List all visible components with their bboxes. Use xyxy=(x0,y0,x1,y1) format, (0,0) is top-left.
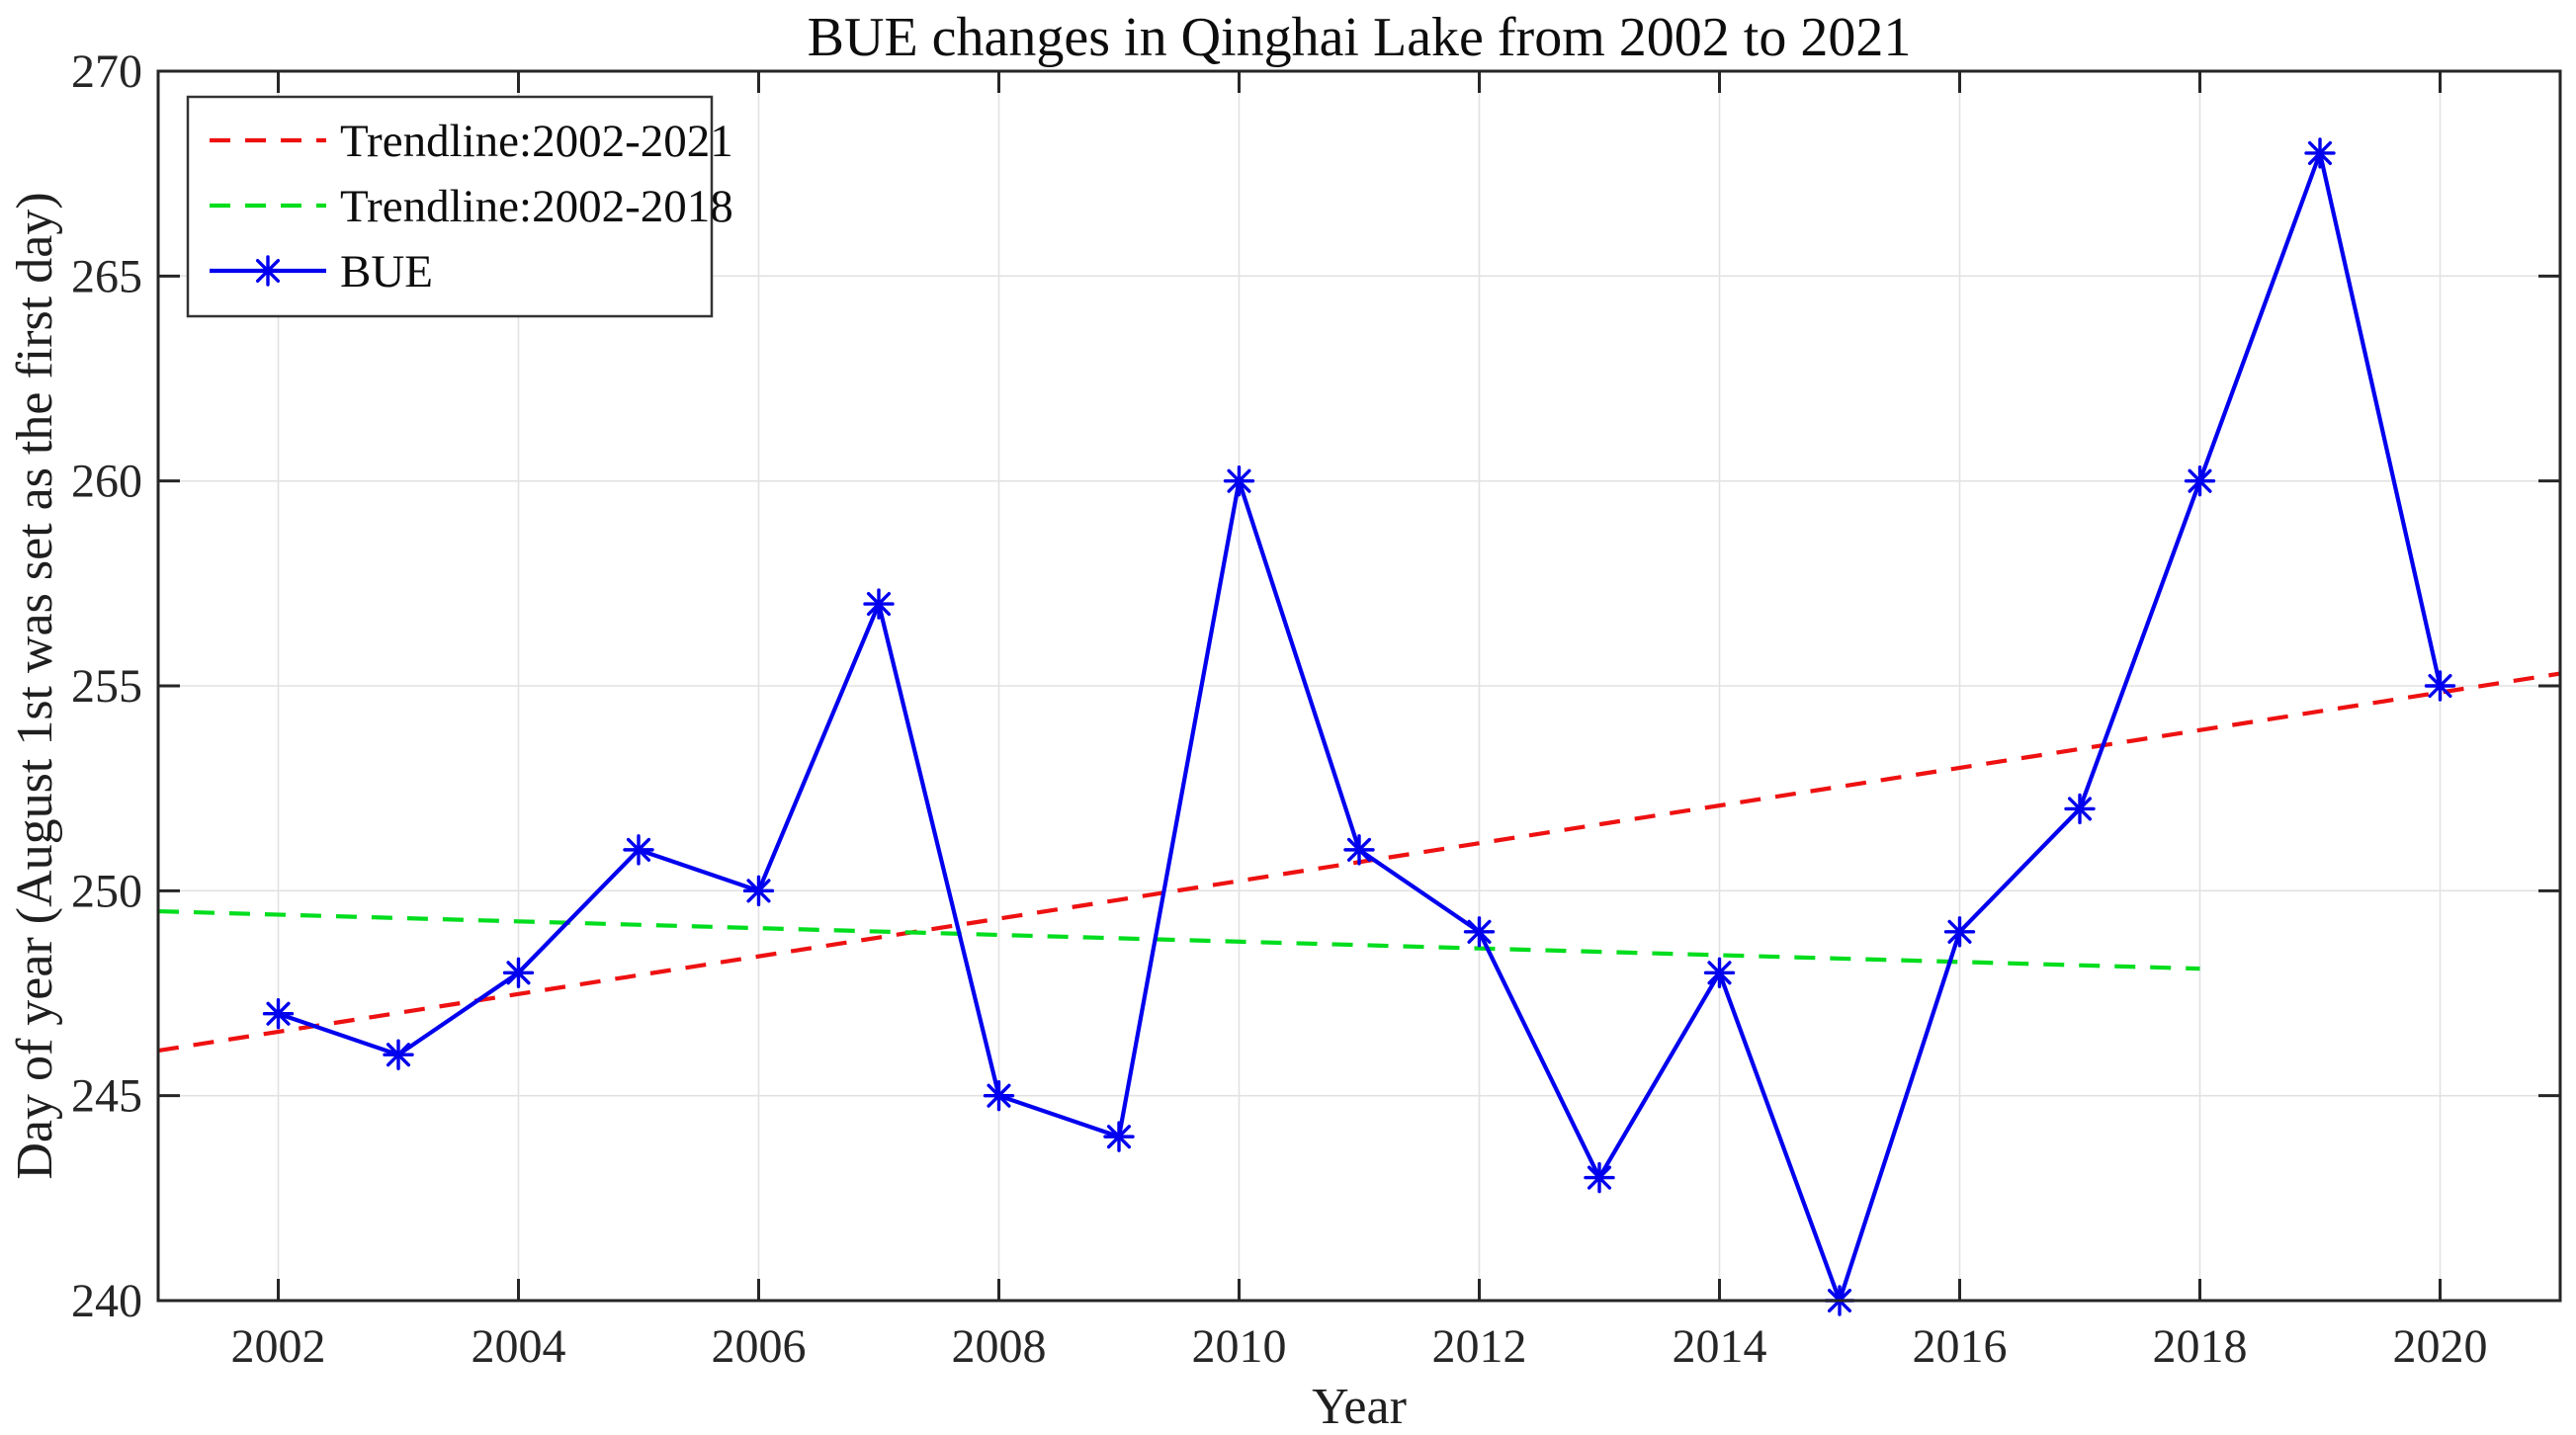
x-tick-label: 2020 xyxy=(2393,1320,2488,1373)
x-tick-label: 2004 xyxy=(472,1320,566,1373)
asterisk-marker xyxy=(1943,916,1976,948)
asterisk-marker xyxy=(1584,1161,1615,1194)
asterisk-marker xyxy=(1343,834,1375,866)
x-tick-label: 2006 xyxy=(712,1320,807,1373)
asterisk-marker xyxy=(2304,137,2336,169)
asterisk-marker xyxy=(252,255,284,287)
asterisk-marker xyxy=(983,1079,1015,1112)
y-tick-label: 260 xyxy=(71,456,142,508)
legend-sample-asterisk-marker xyxy=(252,255,284,287)
legend-entry-bue: BUE xyxy=(210,246,433,297)
series-bue xyxy=(277,150,2443,1304)
asterisk-marker xyxy=(2064,793,2096,825)
asterisk-marker xyxy=(742,875,775,907)
axis-layer xyxy=(156,69,2562,1303)
x-tick-label: 2002 xyxy=(231,1320,326,1373)
marker-arm xyxy=(2428,673,2452,699)
legend-entry-trendline-2002-2021: Trendline:2002-2021 xyxy=(210,116,733,167)
grid-layer xyxy=(158,71,2560,1301)
marker-arm xyxy=(2067,797,2093,821)
x-tick-label: 2016 xyxy=(1913,1320,2008,1373)
marker-arm xyxy=(746,879,771,903)
asterisk-marker xyxy=(1703,957,1736,988)
asterisk-marker xyxy=(502,957,535,988)
y-axis-label: Day of year (August 1st was set as the f… xyxy=(7,192,63,1179)
y-tick-label: 265 xyxy=(71,250,142,302)
asterisk-marker xyxy=(1223,464,1255,497)
asterisk-marker xyxy=(1103,1121,1135,1152)
asterisk-marker xyxy=(863,588,895,620)
asterisk-marker xyxy=(2424,670,2456,702)
x-tick-label: 2012 xyxy=(1432,1320,1527,1373)
marker-arm xyxy=(2188,468,2212,493)
series-layer xyxy=(157,137,2561,1316)
x-tick-label: 2010 xyxy=(1192,1320,1287,1373)
series-trendline-2002-2018 xyxy=(157,908,2200,971)
chart-title: BUE changes in Qinghai Lake from 2002 to… xyxy=(808,7,1912,68)
marker-arm xyxy=(1467,919,1492,944)
y-tick-label: 250 xyxy=(71,865,142,917)
legend: Trendline:2002-2021 Trendline:2002-2018 … xyxy=(186,95,733,318)
tick-label-layer: 2002 2004 2006 2008 2010 2012 2014 2016 2018 2020… xyxy=(71,45,2488,1373)
x-axis-label: Year xyxy=(1312,1379,1407,1435)
asterisk-marker xyxy=(383,1039,414,1070)
legend-label: Trendline:2002-2021 xyxy=(340,116,733,167)
x-tick-label: 2014 xyxy=(1673,1320,1767,1373)
marker-arm xyxy=(1587,1165,1612,1190)
legend-label: Trendline:2002-2018 xyxy=(340,181,733,232)
legend-entry-trendline-2002-2018: Trendline:2002-2018 xyxy=(210,181,733,232)
y-tick-label: 245 xyxy=(71,1070,142,1123)
x-tick-label: 2018 xyxy=(2153,1320,2248,1373)
marker-arm xyxy=(626,837,651,862)
legend-label: BUE xyxy=(340,246,433,297)
marker-arm xyxy=(1707,961,1732,985)
marker-arm xyxy=(1106,1125,1132,1149)
marker-arm xyxy=(1227,468,1251,493)
marker-arm xyxy=(1947,919,1972,944)
asterisk-marker xyxy=(623,834,654,866)
marker-arm xyxy=(1346,837,1372,862)
marker-arm xyxy=(506,961,531,985)
y-tick-label: 255 xyxy=(71,660,142,713)
marker-arm xyxy=(266,1001,291,1026)
asterisk-marker xyxy=(262,998,295,1030)
marker-arm xyxy=(255,258,281,284)
x-tick-label: 2008 xyxy=(952,1320,1047,1373)
asterisk-marker xyxy=(2184,464,2216,497)
marker-arm xyxy=(2307,140,2333,165)
marker-arm xyxy=(987,1083,1011,1108)
marker-arm xyxy=(866,592,892,617)
asterisk-marker xyxy=(1463,916,1496,948)
y-tick-label: 240 xyxy=(71,1275,142,1327)
marker-arm xyxy=(386,1043,411,1067)
y-tick-label: 270 xyxy=(71,45,142,98)
